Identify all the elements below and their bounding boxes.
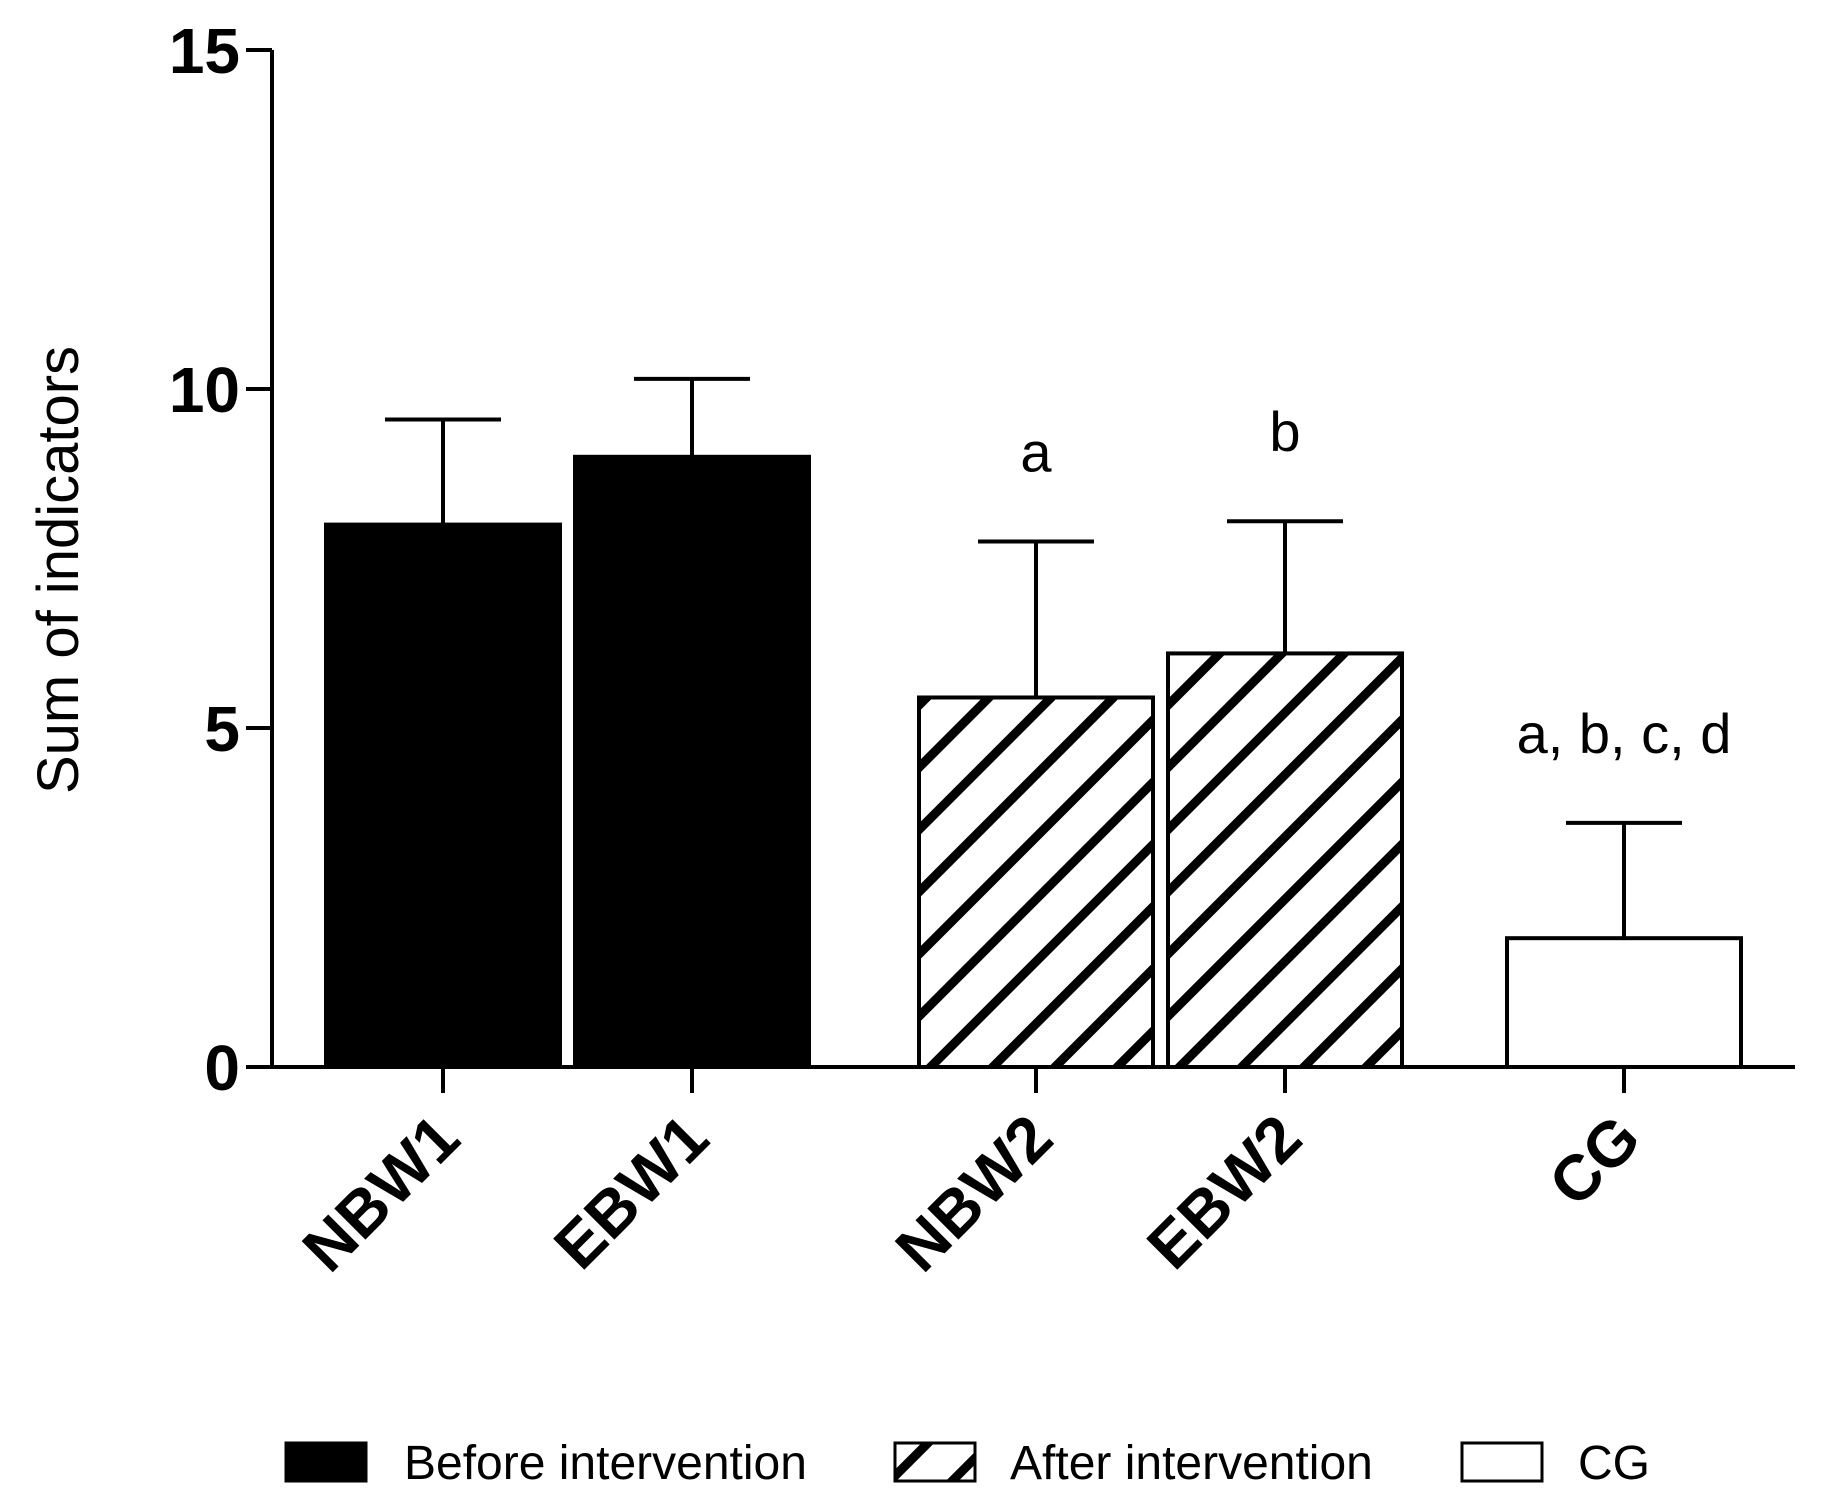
legend-label-after: After intervention	[1010, 1437, 1373, 1490]
x-tick-label: CG	[1535, 1101, 1654, 1220]
y-tick-label: 10	[169, 354, 240, 426]
bar-nbw1	[324, 522, 562, 1069]
annotation-nbw2: a	[1020, 421, 1052, 484]
legend-swatch-after	[893, 1441, 977, 1483]
significance-annotations: a b a, b, c, d	[1020, 400, 1731, 765]
annotation-ebw2: b	[1269, 400, 1300, 463]
annotation-cg: a, b, c, d	[1517, 702, 1732, 765]
legend-label-before: Before intervention	[404, 1437, 807, 1490]
legend-item-before: Before intervention	[284, 1437, 807, 1490]
y-tick-label: 5	[204, 693, 240, 765]
x-tick-label: EBW2	[1133, 1101, 1315, 1283]
bar-cg	[1505, 936, 1743, 1069]
legend-item-after: After intervention	[893, 1437, 1373, 1490]
y-axis: 0 5 10 15	[169, 15, 274, 1104]
bar-ebw2	[1166, 651, 1404, 1069]
x-tick-label: NBW2	[882, 1101, 1066, 1285]
x-tick-label: NBW1	[289, 1101, 473, 1285]
y-tick-label: 0	[204, 1032, 240, 1104]
bar-nbw2	[917, 695, 1155, 1069]
legend-swatch-cg	[1460, 1441, 1544, 1483]
legend-item-cg: CG	[1460, 1437, 1650, 1490]
y-tick-label: 15	[169, 15, 240, 87]
legend: Before intervention After intervention C…	[284, 1437, 1650, 1490]
legend-swatch-before	[284, 1441, 368, 1483]
x-tick-label: EBW1	[540, 1101, 722, 1283]
x-axis: NBW1 EBW1 NBW2 EBW2 CG	[272, 1065, 1795, 1285]
legend-label-cg: CG	[1578, 1437, 1650, 1490]
bar-ebw1	[573, 454, 811, 1069]
y-axis-title: Sum of indicators	[26, 346, 91, 794]
